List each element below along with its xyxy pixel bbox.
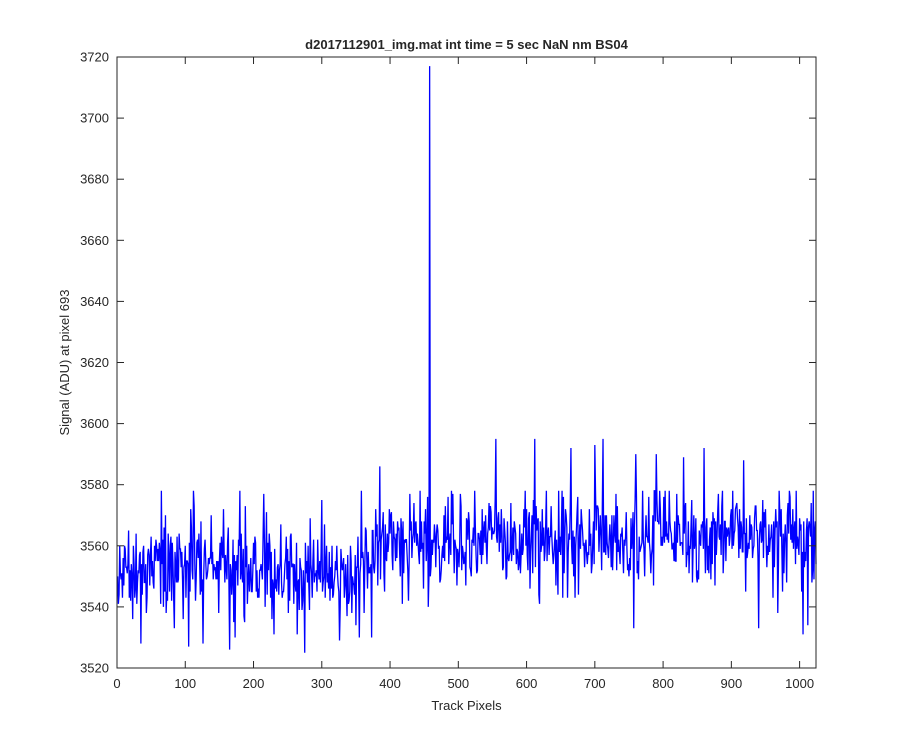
y-tick-label: 3700 bbox=[80, 111, 109, 126]
x-tick-label: 0 bbox=[113, 676, 120, 691]
series-line bbox=[117, 66, 817, 653]
x-tick-label: 1000 bbox=[785, 676, 814, 691]
series-layer bbox=[117, 66, 817, 653]
y-tick-label: 3680 bbox=[80, 172, 109, 187]
x-tick-label: 800 bbox=[652, 676, 674, 691]
x-tick-label: 400 bbox=[379, 676, 401, 691]
y-tick-label: 3620 bbox=[80, 355, 109, 370]
y-tick-label: 3640 bbox=[80, 294, 109, 309]
y-tick-label: 3520 bbox=[80, 661, 109, 676]
x-axis-label: Track Pixels bbox=[431, 698, 502, 713]
y-axis: 3520 3540 3560 3580 3600 3620 3640 3660 3680 3700… bbox=[80, 50, 816, 676]
y-tick-label: 3600 bbox=[80, 416, 109, 431]
y-tick-label: 3540 bbox=[80, 599, 109, 614]
y-tick-label: 3580 bbox=[80, 477, 109, 492]
x-tick-label: 200 bbox=[243, 676, 265, 691]
x-tick-label: 900 bbox=[721, 676, 743, 691]
y-tick-label: 3720 bbox=[80, 50, 109, 65]
x-tick-label: 500 bbox=[447, 676, 469, 691]
x-tick-label: 100 bbox=[174, 676, 196, 691]
y-tick-label: 3560 bbox=[80, 538, 109, 553]
x-tick-label: 700 bbox=[584, 676, 606, 691]
chart-title: d2017112901_img.mat int time = 5 sec NaN… bbox=[305, 37, 628, 52]
y-tick-label: 3660 bbox=[80, 233, 109, 248]
x-axis: 0 100 200 300 400 500 600 700 800 900 1000 bbox=[113, 57, 814, 691]
x-tick-label: 300 bbox=[311, 676, 333, 691]
x-tick-label: 600 bbox=[516, 676, 538, 691]
y-axis-label: Signal (ADU) at pixel 693 bbox=[57, 290, 72, 436]
